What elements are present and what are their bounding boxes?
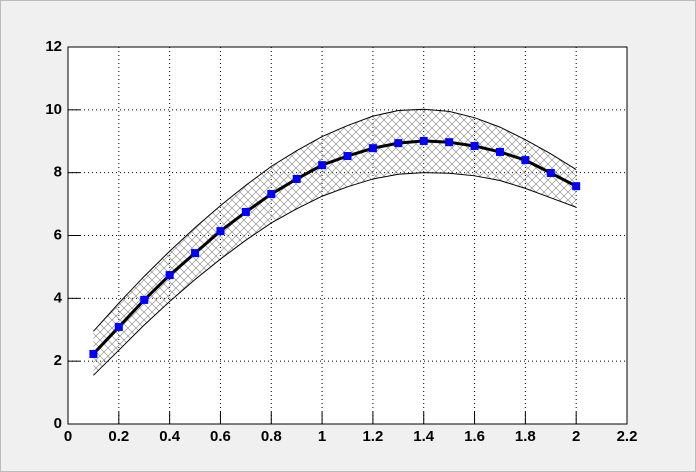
marker	[572, 182, 581, 191]
marker	[368, 144, 377, 153]
x-tick-label: 1.8	[515, 428, 536, 445]
error-band	[93, 109, 577, 376]
marker	[140, 295, 149, 304]
marker	[445, 138, 454, 147]
x-tick-label: 1.6	[464, 428, 485, 445]
marker	[292, 174, 301, 183]
x-tick-label: 1.4	[413, 428, 435, 445]
x-tick-label: 1	[318, 428, 326, 445]
marker	[241, 207, 250, 216]
marker	[89, 349, 98, 358]
y-tick-label: 4	[54, 289, 63, 306]
y-tick-label: 8	[54, 164, 62, 181]
marker	[495, 147, 504, 156]
y-tick-label: 12	[45, 38, 62, 55]
x-tick-label: 0.4	[159, 428, 181, 445]
marker	[546, 168, 555, 177]
band-lower-edge	[93, 172, 577, 376]
marker	[419, 136, 428, 145]
x-tick-label: 1.2	[362, 428, 383, 445]
y-tick-label: 6	[54, 226, 62, 243]
x-tick-label: 0	[64, 428, 72, 445]
marker	[267, 190, 276, 199]
marker	[318, 161, 327, 170]
x-tick-label: 0.2	[108, 428, 129, 445]
marker	[521, 156, 530, 165]
x-tick-label: 0.6	[210, 428, 231, 445]
marker	[114, 322, 123, 331]
y-tick-label: 0	[54, 415, 62, 432]
plot-area	[67, 46, 628, 425]
band-upper-edge	[93, 108, 577, 332]
x-tick-label: 0.8	[261, 428, 282, 445]
marker	[394, 139, 403, 148]
marker	[343, 152, 352, 161]
y-tick-label: 2	[54, 352, 62, 369]
marker	[470, 141, 479, 150]
y-tick-label: 10	[45, 101, 62, 118]
x-tick-label: 2	[572, 428, 580, 445]
marker	[216, 227, 225, 236]
marker	[165, 271, 174, 280]
line	[92, 139, 577, 355]
marker	[191, 249, 200, 258]
x-tick-label: 2.2	[617, 428, 638, 445]
